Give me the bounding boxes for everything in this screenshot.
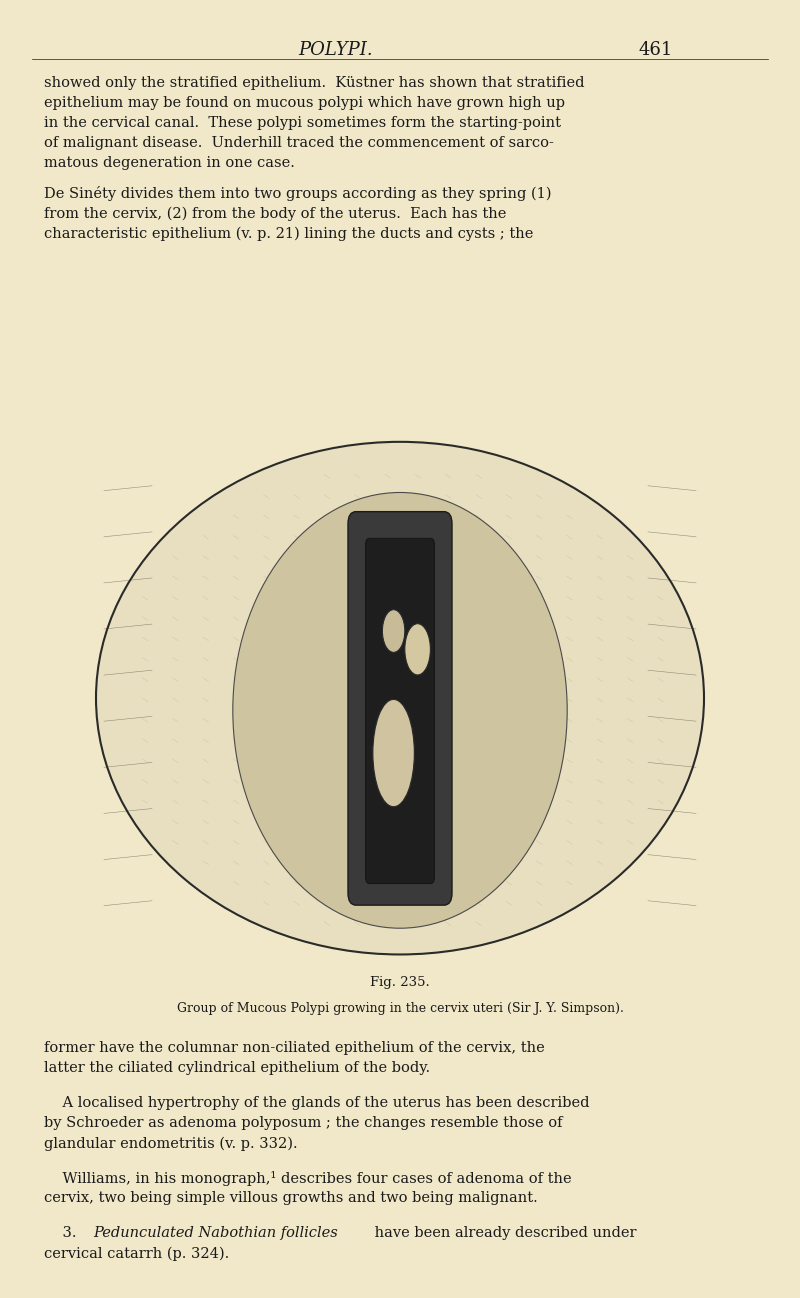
Ellipse shape (373, 700, 414, 807)
Text: characteristic epithelium (v. p. 21) lining the ducts and cysts ; the: characteristic epithelium (v. p. 21) lin… (44, 226, 534, 241)
Text: matous degeneration in one case.: matous degeneration in one case. (44, 156, 295, 170)
Text: A localised hypertrophy of the glands of the uterus has been described: A localised hypertrophy of the glands of… (44, 1096, 590, 1110)
FancyBboxPatch shape (348, 511, 452, 905)
Ellipse shape (405, 624, 430, 675)
Text: De Sinéty divides them into two groups according as they spring (1): De Sinéty divides them into two groups a… (44, 186, 551, 201)
Text: of malignant disease.  Underhill traced the commencement of sarco-: of malignant disease. Underhill traced t… (44, 136, 554, 151)
Text: in the cervical canal.  These polypi sometimes form the starting-point: in the cervical canal. These polypi some… (44, 116, 561, 130)
Ellipse shape (382, 610, 405, 653)
Text: epithelium may be found on mucous polypi which have grown high up: epithelium may be found on mucous polypi… (44, 96, 565, 110)
Text: showed only the stratified epithelium.  Küstner has shown that stratified: showed only the stratified epithelium. K… (44, 75, 585, 90)
Text: glandular endometritis (v. p. 332).: glandular endometritis (v. p. 332). (44, 1136, 298, 1151)
Text: 3.: 3. (44, 1227, 86, 1240)
Text: cervix, two being simple villous growths and two being malignant.: cervix, two being simple villous growths… (44, 1192, 538, 1206)
Text: Pedunculated Nabothian follicles: Pedunculated Nabothian follicles (94, 1227, 338, 1240)
FancyBboxPatch shape (366, 539, 434, 884)
Text: 461: 461 (639, 42, 673, 60)
Text: latter the ciliated cylindrical epithelium of the body.: latter the ciliated cylindrical epitheli… (44, 1062, 430, 1075)
Ellipse shape (96, 441, 704, 954)
Text: cervical catarrh (p. 324).: cervical catarrh (p. 324). (44, 1246, 230, 1260)
Text: Group of Mucous Polypi growing in the cervix uteri (Sir J. Y. Simpson).: Group of Mucous Polypi growing in the ce… (177, 1002, 623, 1015)
Text: Williams, in his monograph,¹ describes four cases of adenoma of the: Williams, in his monograph,¹ describes f… (44, 1171, 572, 1186)
Ellipse shape (233, 492, 567, 928)
Text: POLYPI.: POLYPI. (298, 42, 374, 60)
Text: from the cervix, (2) from the body of the uterus.  Each has the: from the cervix, (2) from the body of th… (44, 206, 506, 221)
Text: Fig. 235.: Fig. 235. (370, 976, 430, 989)
Text: former have the columnar non-ciliated epithelium of the cervix, the: former have the columnar non-ciliated ep… (44, 1041, 545, 1055)
Text: by Schroeder as adenoma polyposum ; the changes resemble those of: by Schroeder as adenoma polyposum ; the … (44, 1116, 562, 1131)
Text: have been already described under: have been already described under (370, 1227, 636, 1240)
